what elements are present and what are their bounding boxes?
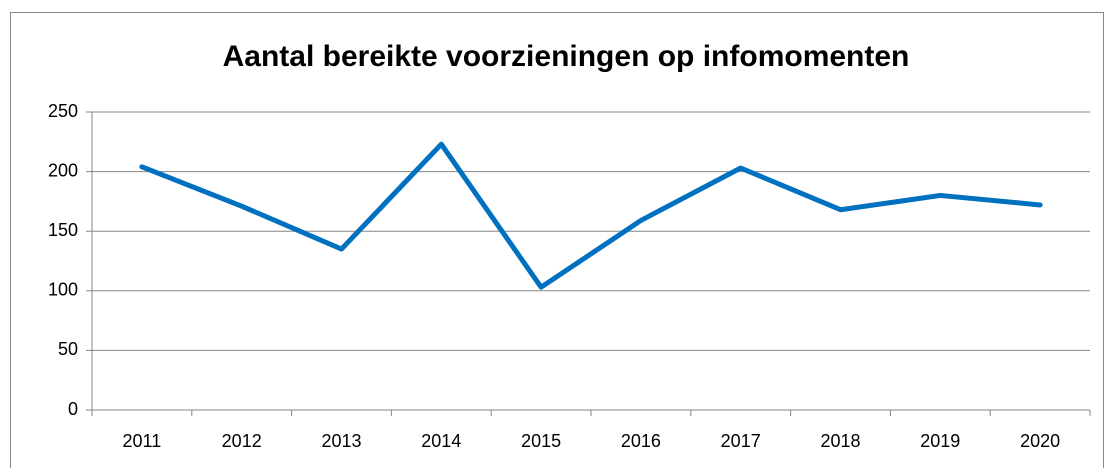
x-tick-label: 2016 [621, 431, 661, 451]
y-tick-label: 250 [48, 101, 78, 121]
y-tick-label: 50 [58, 339, 78, 359]
x-tick-label: 2015 [521, 431, 561, 451]
y-tick-label: 100 [48, 280, 78, 300]
y-tick-label: 0 [68, 399, 78, 419]
x-tick-label: 2011 [123, 431, 162, 451]
x-tick-label: 2020 [1020, 431, 1060, 451]
x-tick-label: 2019 [920, 431, 960, 451]
x-tick-label: 2018 [820, 431, 860, 451]
chart-title: Aantal bereikte voorzieningen op infomom… [223, 40, 910, 73]
chart-border [10, 12, 1104, 468]
x-tick-label: 2014 [421, 431, 461, 451]
x-tick-label: 2012 [222, 431, 262, 451]
y-tick-label: 150 [48, 220, 78, 240]
x-tick-label: 2013 [321, 431, 361, 451]
y-tick-label: 200 [48, 160, 78, 180]
x-tick-label: 2017 [721, 431, 761, 451]
line-series [139, 141, 1043, 290]
